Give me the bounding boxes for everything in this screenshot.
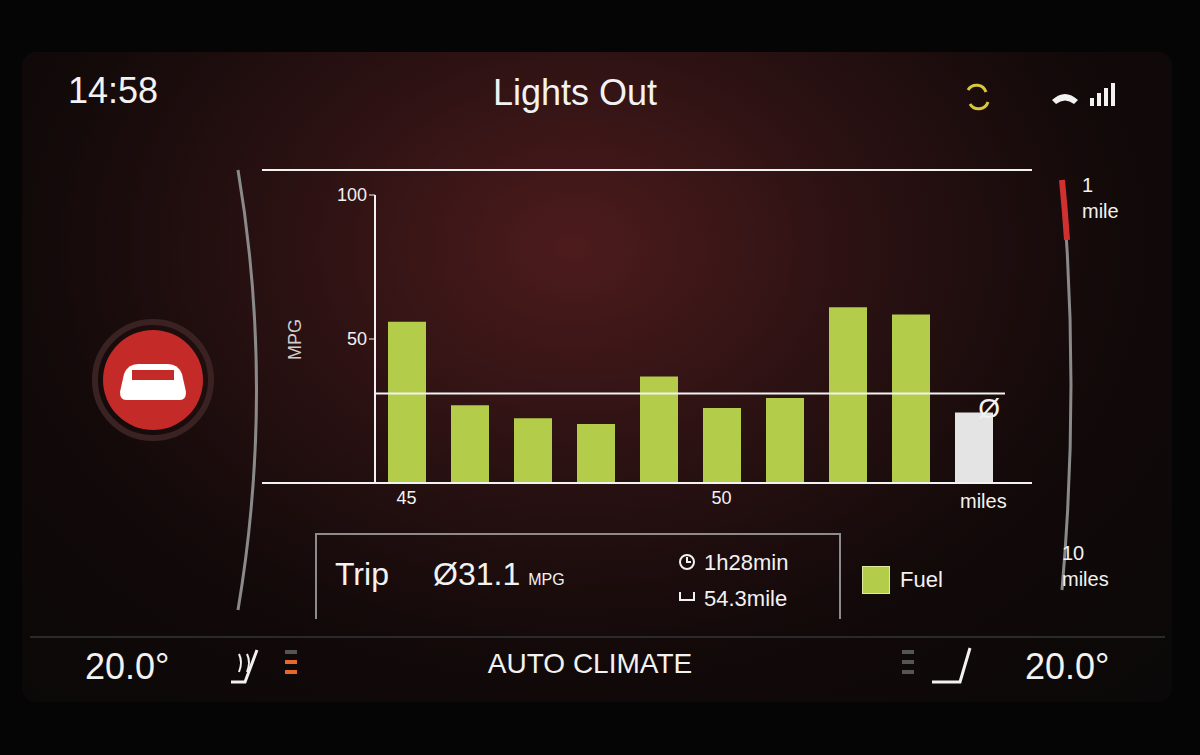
svg-text:100: 100 [337, 185, 367, 205]
html-text:mile: mile [1082, 200, 1119, 222]
html-text:Fuel: Fuel [900, 567, 943, 592]
html-text:miles: miles [1062, 568, 1109, 590]
html-text:14:58: 14:58 [68, 70, 159, 111]
svg-text:50: 50 [347, 329, 367, 349]
html-text:1: 1 [1082, 174, 1094, 196]
html-text:MPG: MPG [285, 319, 305, 360]
html-text:miles: miles [960, 490, 1007, 512]
html-text:54.3mile: 54.3mile [704, 586, 788, 611]
html-text:AUTO CLIMATE: AUTO CLIMATE [487, 648, 693, 679]
svg-text:Ø: Ø [978, 393, 1000, 424]
html-text:1h28min: 1h28min [704, 550, 789, 575]
html-text:Trip: Trip [335, 556, 389, 592]
html-text:MPG: MPG [528, 571, 565, 588]
svg-text:50: 50 [711, 488, 731, 508]
html-text:Lights Out: Lights Out [493, 72, 657, 113]
html-text:20.0°: 20.0° [1025, 646, 1110, 687]
html-text:Ø 31.1: Ø 31.1 [433, 556, 521, 592]
html-text:10: 10 [1062, 542, 1085, 564]
svg-text:45: 45 [396, 488, 416, 508]
html-text:20.0°: 20.0° [85, 646, 170, 687]
